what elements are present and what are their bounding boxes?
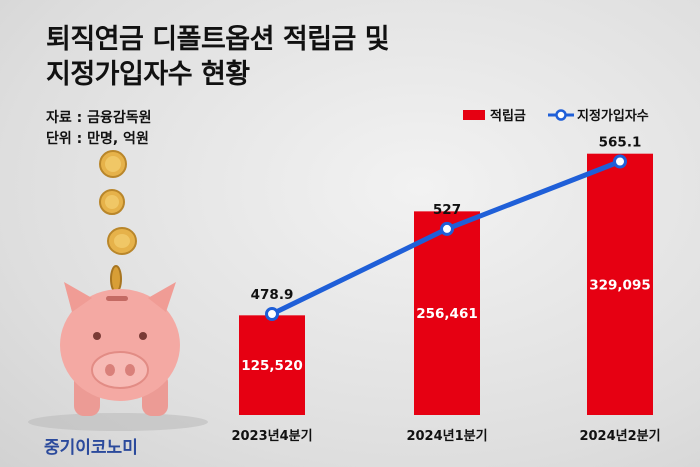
legend-label-line: 지정가입자수 (577, 108, 649, 124)
bar-value-label: 125,520 (241, 358, 303, 374)
bar-value-label: 256,461 (416, 306, 478, 322)
line-value-label: 527 (433, 202, 461, 218)
publisher-logo: 중기이코노미 (44, 438, 138, 458)
chart-legend: 적립금 지정가입자수 (463, 108, 649, 124)
piggy-bank-icon (28, 282, 208, 431)
coin-icon (99, 189, 125, 215)
x-axis: 2023년4분기 2024년1분기 2024년2분기 (231, 429, 660, 444)
line-value-label: 565.1 (599, 135, 642, 151)
x-tick-label: 2024년1분기 (406, 429, 487, 444)
line-point (265, 307, 279, 321)
bar (414, 211, 480, 415)
line-value-label: 478.9 (251, 287, 294, 303)
x-tick-label: 2024년2분기 (579, 429, 660, 444)
chart-meta: 자료 : 금융감독원 단위 : 만명, 억원 (46, 108, 152, 150)
line-point (613, 154, 627, 169)
bar-value-label: 329,095 (589, 277, 651, 293)
source-note: 자료 : 금융감독원 (46, 110, 152, 126)
unit-note: 단위 : 만명, 억원 (46, 131, 149, 147)
legend-marker (555, 109, 567, 121)
chart-title-line1: 퇴직연금 디폴트옵션 적립금 및 (46, 24, 390, 55)
bar (587, 153, 653, 415)
x-tick-label: 2023년4분기 (231, 429, 312, 444)
line-series (265, 154, 627, 321)
chart-title-line2: 지정가입자수 현황 (46, 59, 250, 90)
point-labels: 478.9 527 565.1 (251, 135, 642, 304)
bar (239, 315, 305, 415)
coin-icon (99, 150, 127, 178)
bar-labels: 125,520 256,461 329,095 (241, 277, 651, 374)
line-point (440, 221, 454, 236)
piggy-bank-illustration (28, 150, 208, 431)
legend-label-bar: 적립금 (490, 108, 526, 124)
chart-title: 퇴직연금 디폴트옵션 적립금 및 지정가입자수 현황 (46, 22, 390, 92)
coin-icon (110, 265, 122, 293)
legend-swatch-bar (463, 110, 485, 120)
bar-series (239, 153, 653, 415)
coin-icon (107, 227, 137, 255)
